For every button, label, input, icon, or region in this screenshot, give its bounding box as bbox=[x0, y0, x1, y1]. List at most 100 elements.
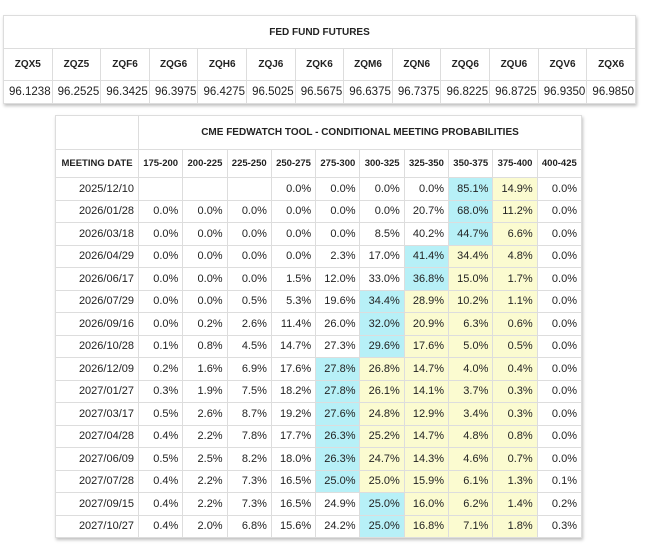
probability: 0.0% bbox=[536, 222, 583, 246]
prices-row: 96.1238 96.2525 96.3425 96.3975 96.4275 96.50… bbox=[3, 80, 636, 104]
probability: 1.3% bbox=[492, 469, 538, 493]
probability: 0.1% bbox=[536, 469, 583, 493]
probability: 5.0% bbox=[448, 334, 494, 358]
probability: 0.0% bbox=[315, 177, 361, 201]
probability: 0.0% bbox=[182, 289, 228, 313]
probability: 0.8% bbox=[182, 334, 228, 358]
meeting-date: 2026/01/28 bbox=[55, 199, 139, 223]
probability: 7.8% bbox=[226, 424, 272, 448]
date-header: MEETING DATE bbox=[55, 149, 139, 178]
probability: 27.8% bbox=[315, 379, 361, 403]
probability: 4.6% bbox=[448, 447, 494, 471]
probability: 0.0% bbox=[536, 199, 583, 223]
meeting-row: 2026/01/28 0.0% 0.0% 0.0% 0.0% 0.0% 0.0% 20.7% 6… bbox=[55, 199, 583, 223]
probability: 2.2% bbox=[182, 492, 228, 516]
contract-price: 96.5675 bbox=[294, 80, 345, 104]
probability: 2.6% bbox=[226, 312, 272, 336]
contract-price: 96.5025 bbox=[246, 80, 296, 104]
meeting-row: 2027/06/09 0.5% 2.5% 8.2% 18.0% 26.3% 24.7% 14.… bbox=[55, 447, 583, 471]
title-row: CME FEDWATCH TOOL - CONDITIONAL MEETING … bbox=[55, 115, 582, 150]
range-header: 375-400 bbox=[492, 149, 538, 178]
probability: 4.8% bbox=[448, 424, 494, 448]
meeting-row: 2027/04/28 0.4% 2.2% 7.8% 17.7% 26.3% 25.2% 14.… bbox=[55, 424, 583, 448]
contract-price: 96.4275 bbox=[197, 80, 248, 104]
probability: 0.4% bbox=[137, 424, 184, 448]
probability: 40.2% bbox=[403, 222, 450, 246]
probability: 14.7% bbox=[270, 334, 317, 358]
probability: 0.1% bbox=[137, 334, 184, 358]
probability: 17.7% bbox=[270, 424, 317, 448]
contract-price: 96.6375 bbox=[343, 80, 393, 104]
probability: 0.0% bbox=[536, 379, 583, 403]
contract-code: ZQQ6 bbox=[440, 48, 491, 81]
probability: 2.0% bbox=[182, 514, 228, 538]
meeting-row: 2025/12/10 0.0% 0.0% 0.0% 0.0% 85.1% 14.9% 0.0% bbox=[55, 177, 583, 201]
meeting-date: 2026/06/17 bbox=[55, 267, 139, 291]
probability: 14.1% bbox=[403, 379, 450, 403]
range-header: 300-325 bbox=[359, 149, 405, 178]
probability: 14.7% bbox=[403, 357, 450, 381]
probability: 1.6% bbox=[182, 357, 228, 381]
probability: 7.1% bbox=[448, 514, 494, 538]
meeting-row: 2027/10/27 0.4% 2.0% 6.8% 15.6% 24.2% 25.0% 16.… bbox=[55, 514, 583, 538]
meeting-row: 2026/03/18 0.0% 0.0% 0.0% 0.0% 0.0% 8.5% 40.2% 4… bbox=[55, 222, 583, 246]
probability: 6.1% bbox=[448, 469, 494, 493]
probability: 32.0% bbox=[359, 312, 405, 336]
probability: 0.4% bbox=[137, 492, 184, 516]
probability: 0.4% bbox=[137, 514, 184, 538]
probability: 27.8% bbox=[315, 357, 361, 381]
probability: 0.0% bbox=[182, 222, 228, 246]
probability: 2.2% bbox=[182, 469, 228, 493]
contract-price: 96.9350 bbox=[537, 80, 588, 104]
probability: 44.7% bbox=[448, 222, 494, 246]
range-header: 400-425 bbox=[536, 149, 583, 178]
probability: 0.0% bbox=[536, 312, 583, 336]
range-header: 325-350 bbox=[403, 149, 450, 178]
probability: 24.7% bbox=[359, 447, 405, 471]
probability: 0.0% bbox=[536, 357, 583, 381]
meeting-row: 2026/09/16 0.0% 0.2% 2.6% 11.4% 26.0% 32.0% 20.… bbox=[55, 312, 583, 336]
probability: 33.0% bbox=[359, 267, 405, 291]
probability: 7.5% bbox=[226, 379, 272, 403]
probability: 0.0% bbox=[137, 267, 184, 291]
probability: 68.0% bbox=[448, 199, 494, 223]
contract-code: ZQK6 bbox=[294, 48, 345, 81]
probability: 24.8% bbox=[359, 402, 405, 426]
probabilities-title: CME FEDWATCH TOOL - CONDITIONAL MEETING … bbox=[138, 115, 582, 150]
probability: 15.6% bbox=[270, 514, 317, 538]
contract-price: 96.1238 bbox=[3, 80, 53, 104]
meeting-date: 2026/07/29 bbox=[55, 289, 139, 313]
probability: 3.4% bbox=[448, 402, 494, 426]
probability: 0.0% bbox=[536, 334, 583, 358]
probability: 0.7% bbox=[492, 447, 538, 471]
probability: 0.0% bbox=[270, 244, 317, 268]
probability: 1.9% bbox=[182, 379, 228, 403]
probability: 0.3% bbox=[137, 379, 184, 403]
probability: 0.0% bbox=[536, 289, 583, 313]
probability: 26.1% bbox=[359, 379, 405, 403]
contract-price: 96.8725 bbox=[489, 80, 539, 104]
contract-price: 96.7375 bbox=[391, 80, 442, 104]
probability: 16.8% bbox=[403, 514, 450, 538]
probability: 0.0% bbox=[536, 244, 583, 268]
probability: 34.4% bbox=[359, 289, 405, 313]
probability: 25.0% bbox=[359, 514, 405, 538]
probability: 0.3% bbox=[492, 402, 538, 426]
contract-code: ZQF6 bbox=[100, 48, 150, 81]
probability: 0.0% bbox=[137, 199, 184, 223]
probability: 4.8% bbox=[492, 244, 538, 268]
probability: 4.0% bbox=[448, 357, 494, 381]
probability: 19.2% bbox=[270, 402, 317, 426]
probabilities-table: CME FEDWATCH TOOL - CONDITIONAL MEETING … bbox=[55, 115, 583, 538]
meeting-row: 2027/01/27 0.3% 1.9% 7.5% 18.2% 27.8% 26.1% 14.… bbox=[55, 379, 583, 403]
probability: 18.0% bbox=[270, 447, 317, 471]
probability: 26.8% bbox=[359, 357, 405, 381]
probability: 0.0% bbox=[270, 177, 317, 201]
probability: 0.0% bbox=[226, 199, 272, 223]
probability: 6.3% bbox=[448, 312, 494, 336]
probability: 6.8% bbox=[226, 514, 272, 538]
probability: 2.2% bbox=[182, 424, 228, 448]
probability: 6.9% bbox=[226, 357, 272, 381]
probability: 0.0% bbox=[182, 199, 228, 223]
probability: 8.2% bbox=[226, 447, 272, 471]
